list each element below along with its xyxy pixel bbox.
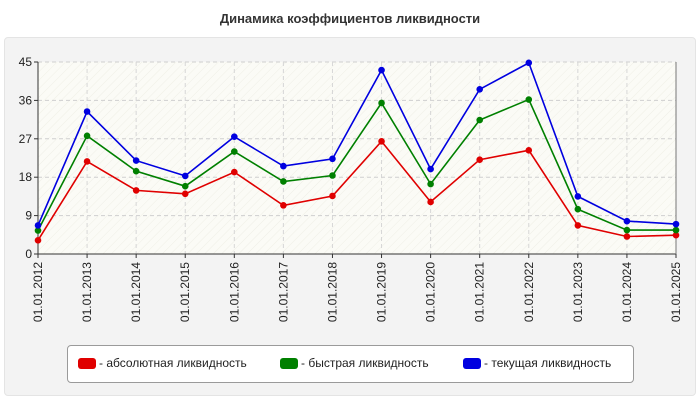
legend-label-quick: - быстрая ликвидность [301,356,429,370]
data-point-current [231,133,238,140]
data-point-quick [231,148,238,155]
data-point-current [427,165,434,173]
legend: - абсолютная ликвидность - быстрая ликви… [67,345,634,383]
data-point-current [574,193,582,200]
x-tick-label: 01.01.2018 [325,262,339,322]
data-point-quick [83,132,91,140]
x-tick-label: 01.01.2019 [375,262,389,322]
data-point-quick [34,227,42,234]
x-tick-label: 01.01.2015 [178,262,192,322]
data-point-absolute [181,190,189,198]
data-point-quick [574,205,582,213]
y-tick-label: 27 [19,132,33,146]
data-point-current [378,66,385,74]
legend-label-current: - текущая ликвидность [484,356,612,370]
data-point-quick [378,99,385,107]
data-point-quick [132,167,140,175]
data-point-quick [427,180,434,188]
data-point-absolute [34,237,42,244]
data-point-current [181,172,189,180]
data-point-absolute [83,158,91,165]
x-tick-label: 01.01.2021 [473,262,487,322]
data-point-quick [623,226,631,234]
data-point-absolute [132,187,140,194]
series-line-current [37,61,677,226]
data-point-quick [280,178,287,185]
legend-swatch-quick [280,357,298,369]
y-tick-label: 36 [19,93,33,107]
legend-item-current: - текущая ликвидность [463,356,611,370]
y-tick-label: 0 [25,247,32,261]
series-line-quick [37,98,676,231]
y-tick-label: 18 [19,170,33,184]
x-tick-label: 01.01.2016 [227,262,241,322]
data-point-absolute [672,231,680,239]
data-point-current [329,155,336,163]
data-point-current [34,222,42,229]
legend-swatch-current [463,357,481,369]
data-point-absolute [280,202,287,209]
legend-item-quick: - быстрая ликвидность [280,356,429,370]
data-point-current [476,86,483,93]
x-tick-label: 01.01.2025 [669,262,683,322]
x-tick-label: 01.01.2014 [129,262,143,322]
data-point-quick [525,96,533,103]
data-point-current [280,162,287,170]
data-point-current [623,217,631,225]
x-tick-label: 01.01.2023 [571,262,585,322]
x-tick-label: 01.01.2020 [424,262,438,322]
y-tick-label: 9 [25,209,32,223]
data-point-current [525,59,533,67]
data-point-current [672,220,680,228]
x-tick-label: 01.01.2012 [31,262,45,322]
data-point-absolute [329,192,336,200]
data-point-quick [181,182,189,190]
x-tick-label: 01.01.2022 [522,262,536,322]
data-point-absolute [525,147,533,154]
data-point-absolute [623,233,631,240]
data-point-absolute [476,156,483,164]
series-line-absolute [37,140,677,241]
data-point-quick [672,226,680,234]
data-point-absolute [231,168,238,176]
chart-title: Динамика коэффициентов ликвидности [219,11,481,26]
plot-area [38,62,676,254]
data-point-absolute [427,198,434,206]
data-point-absolute [574,222,582,229]
data-point-current [132,157,140,164]
legend-swatch-absolute [78,357,96,369]
data-point-absolute [378,138,385,145]
data-point-quick [476,116,483,124]
x-tick-label: 01.01.2013 [80,262,94,322]
data-point-quick [329,172,336,179]
y-tick-label: 45 [19,55,33,69]
x-tick-label: 01.01.2024 [620,262,634,322]
legend-label-absolute: - абсолютная ликвидность [99,356,247,370]
data-point-current [83,108,91,115]
legend-item-absolute: - абсолютная ликвидность [78,356,247,370]
x-tick-label: 01.01.2017 [276,262,290,322]
